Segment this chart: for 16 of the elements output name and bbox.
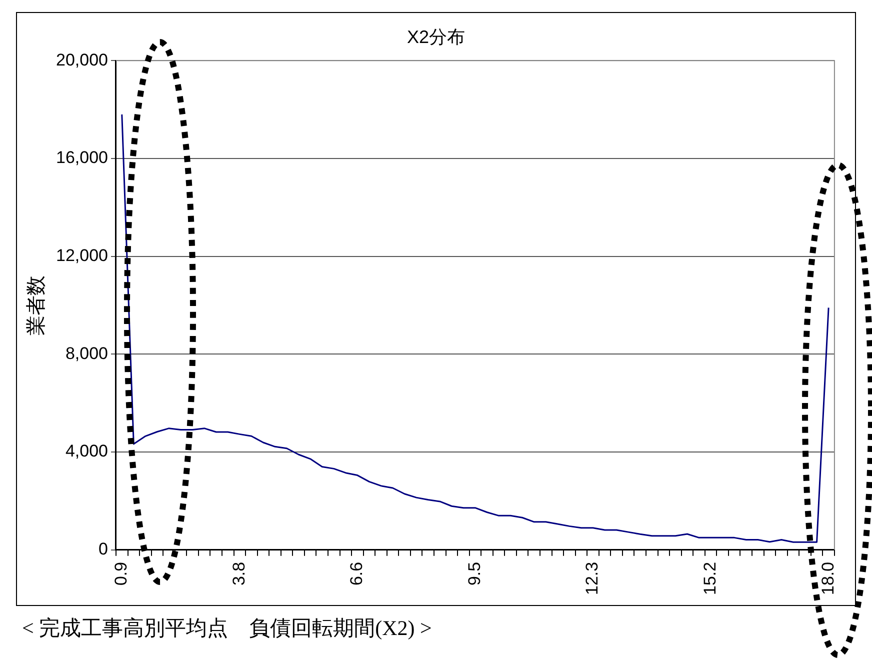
text: < 完成工事高別平均点 負債回転期間(X2) >	[22, 615, 432, 642]
y-tick-label: 4,000	[65, 442, 108, 461]
y-tick-label: 12,000	[56, 246, 108, 266]
x-tick-label: 6.6	[347, 562, 366, 586]
x-tick-label: 15.2	[700, 562, 720, 596]
y-tick-label: 20,000	[56, 50, 108, 70]
chart-title: X2分布	[406, 26, 466, 47]
y-tick-label: 0	[98, 540, 108, 559]
x-tick-label: 3.8	[229, 562, 248, 586]
x-tick-label: 0.9	[112, 562, 131, 586]
x-tick-label: 12.3	[582, 562, 602, 596]
x-tick-label: 9.5	[464, 562, 484, 586]
y-axis-title: 業者数	[26, 275, 48, 336]
y-tick-label: 8,000	[65, 344, 108, 363]
y-tick-label: 16,000	[56, 148, 108, 168]
x-tick-label: 18.0	[818, 562, 838, 596]
